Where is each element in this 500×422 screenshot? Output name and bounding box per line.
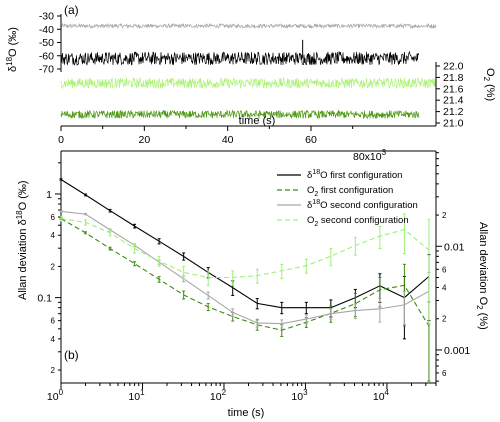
panel-b-left-axis-label: Allan deviation δ18O (‰): [15, 180, 29, 300]
panel-b-right-minor-label: 6: [442, 265, 447, 274]
panel-b-x-tick-label: 102: [210, 388, 227, 403]
panel-b-x-tick-label: 101: [128, 388, 145, 403]
panel-b-right-minor-label: 2: [442, 211, 447, 220]
panel-b-x-tick-label: 103: [291, 388, 308, 403]
panel-a-right-tick-label: 22.0: [443, 61, 464, 73]
legend-entry-O2-first: O2 first configuration: [277, 185, 393, 198]
panel-a-left-axis-label: δ18O (‰): [5, 27, 19, 72]
panel-a-right-tick-label: 21.8: [443, 72, 464, 84]
panel-a-left-tick-label: -30: [39, 11, 54, 23]
panel-a-right-tick-label: 21.4: [443, 95, 464, 107]
panel-a-x-axis-label: time (s): [239, 115, 276, 127]
panel-a-left-tick-label: -50: [39, 37, 54, 49]
legend-label-d18O-second: δ18O second configuration: [307, 199, 418, 211]
trace-trace_d18O_second: [60, 22, 437, 30]
panel-b-x-tick-label: 104: [373, 388, 390, 403]
panel-b-left-minor-label: 4: [51, 231, 56, 240]
panel-a-right-ticks: 22.021.821.621.421.221.0: [436, 61, 464, 130]
series-line-d18O_first: [60, 179, 430, 309]
panel-a-right-tick-label: 21.0: [443, 118, 464, 130]
panel-a-left-tick-label: -60: [39, 50, 54, 62]
panel-b-x-tick-label: 100: [47, 388, 64, 403]
panel-b-left-tick-label: 0.1: [37, 293, 52, 305]
panel-a-label: (a): [64, 3, 79, 17]
panel-a-x-tick-label: 0: [58, 134, 64, 146]
panel-b-left-minor-label: 2: [51, 262, 56, 271]
series-d18O_second: [59, 210, 431, 329]
panel-a-right-tick-label: 21.2: [443, 106, 464, 118]
trace-trace_O2_a: [60, 76, 437, 90]
panel-b-left-minor-label: 2: [51, 366, 56, 375]
panel-a-left-tick-label: -70: [39, 64, 54, 76]
legend-label-O2-first: O2 first configuration: [307, 185, 393, 198]
panel-a-left-tick-label: -40: [39, 24, 54, 36]
panel-b-right-ticks: 0.01 0.001 2 6 4 2 6: [436, 152, 470, 382]
panel-a-left-ticks: -30-40-50-60 -70: [39, 11, 61, 76]
legend-label-O2-second: O2 second configuration: [307, 215, 409, 228]
panel-b-right-minor-label: 6: [442, 369, 447, 378]
series-line-O2_second: [60, 218, 430, 279]
panel-b-right-axis-label: Allan deviation O2 (%): [475, 222, 489, 330]
panel-b-label: (b): [64, 348, 79, 362]
panel-a: (a) -30-40-50-60-70 δ18O (‰) 22.021.821.…: [5, 3, 496, 163]
panel-b-x-ticks: 100 101 102 103 104: [47, 383, 437, 403]
legend-label-d18O-first: δ18O first configuration: [307, 169, 402, 181]
panel-a-x-tick-label: 40: [222, 134, 234, 146]
panel-a-x-ticks: 0 20 40 60: [58, 126, 354, 146]
panel-a-traces: [60, 22, 437, 120]
legend: δ18O first configuration O2 first config…: [277, 169, 418, 228]
series-O2_first: [59, 217, 431, 382]
series-line-d18O_second: [60, 210, 430, 325]
panel-a-right-tick-label: 21.6: [443, 83, 464, 95]
series-line-O2_first: [60, 218, 430, 331]
panel-b-right-minor-label: 2: [442, 315, 447, 324]
panel-b-left-minor-label: 6: [51, 213, 56, 222]
panel-a-x-tick-label: 20: [138, 134, 150, 146]
panel-b-left-tick-label: 1: [46, 189, 52, 201]
legend-entry-d18O-second: δ18O second configuration: [277, 199, 418, 211]
panel-b-left-ticks: 1 0.1 6 4 2 6 4 2: [37, 162, 61, 375]
panel-a-right-axis-label: O2 (%): [482, 68, 496, 101]
panel-a-x-multiplier: 80x103: [353, 148, 387, 163]
legend-entry-d18O-first: δ18O first configuration: [277, 169, 402, 181]
panel-b-left-minor-label: 4: [51, 335, 56, 344]
panel-b: 100 101 102 103 104 1 0.1 6 4 2 6 4 2 0.01 0.001 2 6 4 2…: [15, 150, 489, 419]
legend-entry-O2-second: O2 second configuration: [277, 215, 409, 228]
panel-b-right-minor-label: 4: [442, 284, 447, 293]
panel-a-x-tick-label: 60: [305, 134, 317, 146]
trace-trace_O2_b: [60, 109, 420, 120]
trace-trace_d18O_first: [60, 50, 419, 66]
panel-b-series: [59, 178, 431, 382]
series-O2_second: [59, 213, 431, 323]
panel-b-right-tick-label: 0.001: [444, 345, 470, 357]
panel-b-right-tick-label: 0.01: [444, 241, 465, 253]
panel-b-left-minor-label: 6: [51, 317, 56, 326]
panel-b-x-axis-label: time (s): [228, 407, 265, 419]
